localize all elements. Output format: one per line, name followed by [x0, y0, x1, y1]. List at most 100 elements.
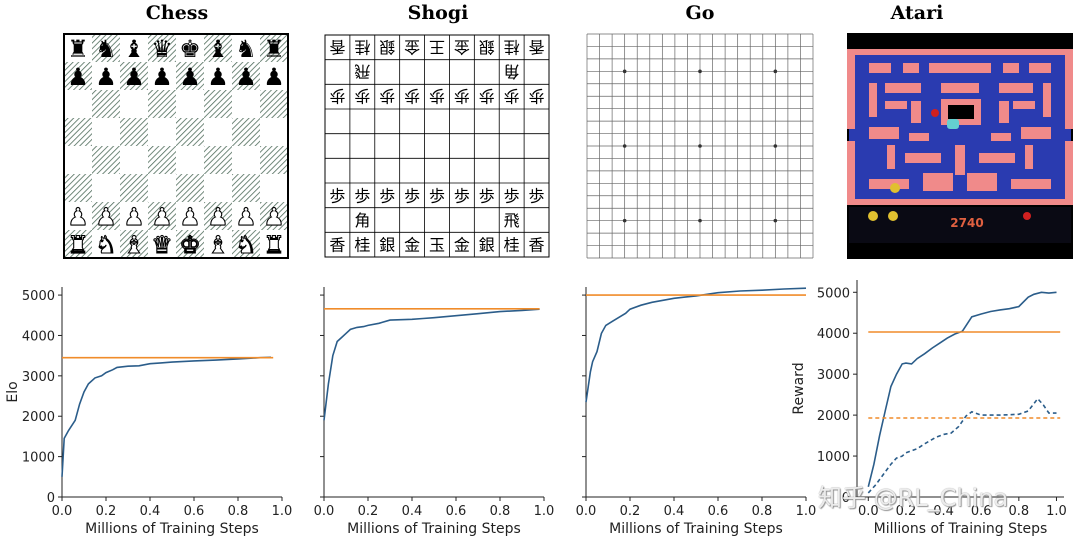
shogi-title: Shogi: [407, 2, 469, 24]
pacman-sprite: [890, 183, 900, 193]
go-star-point: [622, 144, 627, 148]
chess-square: [204, 174, 232, 202]
shogi-piece: 歩: [454, 186, 470, 205]
shogi-piece: 歩: [529, 186, 545, 205]
chess-square: [260, 174, 288, 202]
maze-wall: [991, 133, 1011, 141]
ghost-pen: [948, 105, 974, 119]
shogi-piece: 歩: [454, 87, 470, 106]
go-star-point: [622, 218, 627, 223]
go-star-point: [698, 69, 702, 74]
chess-title: Chess: [145, 2, 209, 24]
chess-square: [120, 230, 148, 258]
shogi-piece: 歩: [379, 186, 395, 205]
agent-line-dashed: [867, 397, 1057, 494]
y-tick-label: 1000: [817, 450, 850, 465]
shogi-piece: 角: [504, 62, 520, 81]
chess-square: [64, 174, 92, 202]
y-tick-label: 3000: [817, 368, 850, 383]
chess-piece: ♟: [123, 63, 145, 91]
maze-wall: [909, 133, 929, 141]
chess-square: [120, 34, 148, 62]
agent-line: [323, 308, 540, 421]
x-tick-label: 0.0: [858, 504, 879, 519]
y-axis-label: Elo: [5, 381, 21, 402]
y-tick-label: 2000: [22, 410, 55, 425]
chess-piece: ♟: [95, 203, 117, 231]
y-tick-label: 0: [842, 491, 850, 506]
maze-wall: [869, 83, 877, 117]
x-tick-label: 0.6: [971, 504, 992, 519]
x-tick-label: 0.4: [402, 504, 423, 519]
maze-wall: [1021, 127, 1051, 139]
shogi-piece: 歩: [404, 87, 420, 106]
x-axis-label: Millions of Training Steps: [347, 521, 521, 537]
chess-square: [148, 202, 176, 230]
chess-piece: ♜: [263, 231, 285, 259]
chess-piece: ♝: [207, 35, 229, 63]
x-tick-label: 0.0: [314, 504, 335, 519]
x-tick-label: 0.2: [896, 504, 917, 519]
chess-square: [92, 202, 120, 230]
chess-piece: ♟: [207, 63, 229, 91]
atari-reward-chart: 0 1000 2000 3000 4000 5000 0.0 0.2 0.4 0.6 0.8 1.0 M…: [791, 280, 1067, 537]
x-tick-label: 0.2: [358, 504, 379, 519]
chess-square: [232, 230, 260, 258]
chess-square: [176, 90, 204, 118]
shogi-piece: 歩: [529, 87, 545, 106]
chess-square: [260, 118, 288, 146]
shogi-piece: 香: [529, 37, 545, 56]
maze-wall: [999, 83, 1033, 93]
maze-wall: [887, 145, 895, 169]
go-star-point: [773, 218, 778, 223]
maze-wall: [1065, 49, 1073, 129]
shogi-piece: 飛: [354, 62, 370, 81]
chess-square: [204, 90, 232, 118]
life-icon: [868, 211, 878, 221]
chess-square: [232, 90, 260, 118]
chess-square: [148, 118, 176, 146]
chess-square: [232, 202, 260, 230]
chess-square: [176, 174, 204, 202]
chess-piece: ♝: [123, 35, 145, 63]
go-star-point: [698, 144, 702, 148]
chess-piece: ♛: [151, 35, 173, 63]
x-tick-label: 0.2: [620, 504, 641, 519]
shogi-piece: 銀: [379, 236, 395, 255]
y-tick-label: 2000: [817, 409, 850, 424]
chess-square: [148, 146, 176, 174]
chess-elo-chart: 0 1000 2000 3000 4000 5000 0.0 0.2 0.4 0.6 0.8 1.0 M…: [5, 287, 292, 537]
maze-wall: [885, 83, 921, 93]
maze-wall: [941, 83, 979, 93]
shogi-piece: 銀: [379, 37, 395, 56]
chess-square: [204, 146, 232, 174]
chess-square: [92, 118, 120, 146]
maze-wall: [869, 63, 891, 73]
shogi-piece: 歩: [379, 87, 395, 106]
chess-square: [64, 118, 92, 146]
maze-wall: [849, 199, 1071, 205]
chess-square: [64, 62, 92, 90]
chess-square: [64, 202, 92, 230]
chess-square: [92, 62, 120, 90]
chess-square: [260, 230, 288, 258]
chess-square: [260, 34, 288, 62]
chess-square: [204, 62, 232, 90]
maze-wall: [911, 101, 921, 123]
shogi-piece: 角: [354, 211, 370, 230]
chess-piece: ♟: [235, 63, 257, 91]
chess-square: [204, 118, 232, 146]
chess-square: [92, 146, 120, 174]
chess-piece: ♝: [207, 231, 229, 259]
chess-piece: ♟: [67, 63, 89, 91]
chess-piece: ♞: [95, 231, 117, 259]
x-tick-label: 0.4: [664, 504, 685, 519]
y-tick-label: 0: [47, 491, 55, 506]
x-tick-label: 0.4: [933, 504, 954, 519]
chess-square: [92, 90, 120, 118]
chess-square: [148, 90, 176, 118]
chess-piece: ♜: [263, 35, 285, 63]
chess-square: [120, 202, 148, 230]
maze-wall: [869, 179, 909, 189]
x-tick-label: 0.8: [752, 504, 773, 519]
